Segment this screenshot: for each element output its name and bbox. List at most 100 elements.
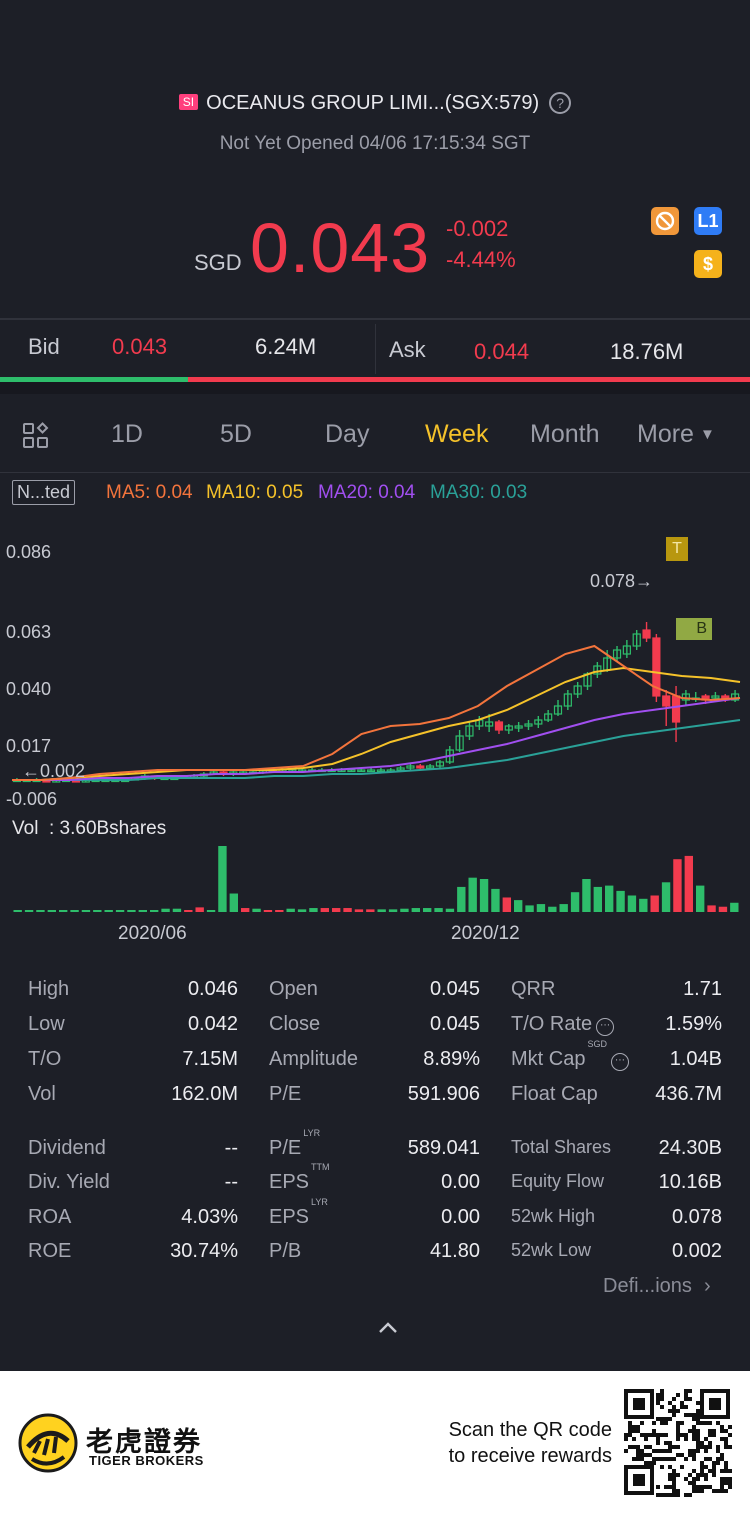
ma30-line	[12, 719, 741, 781]
qr-module	[700, 1485, 704, 1489]
qr-module	[696, 1473, 700, 1477]
volume-bar	[627, 895, 637, 912]
stat-value: 4.03%	[181, 1206, 238, 1228]
qr-module	[648, 1453, 652, 1457]
stat-label: Dividend	[28, 1137, 106, 1160]
qr-module	[668, 1465, 672, 1469]
tab-week[interactable]: Week	[425, 420, 489, 448]
tab-more-label: More	[637, 420, 694, 448]
level1-badge[interactable]: L1	[694, 207, 722, 235]
qr-module	[696, 1413, 700, 1417]
flag-b[interactable]: B	[676, 618, 712, 640]
qr-module	[696, 1441, 700, 1445]
tab-1d[interactable]: 1D	[111, 420, 143, 448]
qr-module	[672, 1485, 676, 1489]
qr-module	[728, 1477, 732, 1481]
stat-label-text: Amplitude	[269, 1048, 358, 1070]
qr-module	[680, 1453, 684, 1457]
stat-label-text: EPS	[269, 1171, 310, 1193]
candle	[642, 629, 651, 639]
stat-label: EPSTTM	[269, 1162, 330, 1194]
qr-finder	[624, 1465, 654, 1495]
volume-chart[interactable]	[0, 840, 750, 915]
qr-module	[696, 1489, 700, 1493]
qr-module	[684, 1493, 688, 1497]
qr-module	[636, 1425, 640, 1429]
stat-label-text: Mkt Cap	[511, 1048, 586, 1070]
question-circle-icon[interactable]: ?	[549, 92, 572, 114]
info-circle-icon[interactable]: ⋯	[610, 1053, 629, 1071]
volume-bar	[81, 910, 91, 912]
volume-bar	[457, 886, 466, 912]
tab-month[interactable]: Month	[530, 420, 600, 448]
stat-label-text: Low	[28, 1013, 65, 1035]
volume-bar	[115, 910, 125, 912]
x-tick: 2020/06	[118, 923, 187, 944]
arrow-right-icon: →	[635, 571, 654, 591]
qr-module	[664, 1449, 668, 1453]
qr-module	[660, 1457, 664, 1461]
stat-label-text: P/E	[269, 1083, 302, 1105]
qr-module	[656, 1417, 660, 1421]
stat-label: Low	[28, 1013, 65, 1036]
qr-module	[708, 1445, 712, 1449]
qr-module	[676, 1473, 680, 1477]
volume-bar	[332, 908, 341, 912]
divider	[0, 318, 750, 320]
qr-module	[704, 1477, 708, 1481]
volume-bar	[104, 910, 113, 912]
info-circle-icon[interactable]: ⋯	[596, 1018, 615, 1036]
volume-bar	[388, 909, 398, 912]
low-marker-value: 0.002	[40, 761, 86, 781]
stock-title[interactable]: SI OCEANUS GROUP LIMI...(SGX:579)?	[0, 92, 750, 115]
candlestick-chart[interactable]	[0, 530, 750, 820]
candle	[593, 665, 602, 675]
tab-5d[interactable]: 5D	[220, 420, 252, 448]
stat-label-text: ROA	[28, 1206, 72, 1228]
qr-module	[700, 1465, 704, 1469]
qr-module	[708, 1441, 712, 1445]
qr-module	[664, 1421, 668, 1425]
chevron-up-icon[interactable]	[377, 1320, 399, 1341]
qr-module	[692, 1457, 696, 1461]
bid-label: Bid	[28, 334, 60, 359]
volume-bar	[514, 900, 523, 912]
candle	[622, 645, 631, 655]
qr-module	[652, 1429, 656, 1433]
candle	[426, 765, 435, 769]
volume-bar	[684, 855, 693, 912]
volume-bar	[650, 895, 659, 912]
qr-module	[628, 1445, 632, 1449]
qr-module	[700, 1445, 704, 1449]
qr-module	[628, 1421, 632, 1425]
flag-t[interactable]: T	[666, 537, 688, 561]
tab-more[interactable]: More ▼	[637, 420, 715, 449]
qr-module	[664, 1485, 668, 1489]
definitions-label: Defi...ions	[603, 1275, 692, 1297]
qr-module	[712, 1461, 716, 1465]
stat-label: Total Shares	[511, 1137, 611, 1158]
qr-module	[708, 1469, 712, 1473]
stat-value: 8.89%	[423, 1048, 480, 1070]
tab-day[interactable]: Day	[325, 420, 370, 448]
qr-module	[660, 1397, 664, 1401]
qr-module	[680, 1421, 684, 1425]
qr-code-icon[interactable]	[624, 1389, 732, 1497]
qr-module	[708, 1421, 712, 1425]
qr-module	[656, 1393, 660, 1397]
qr-module	[684, 1405, 688, 1409]
adjust-button[interactable]: N...ted	[12, 480, 76, 505]
volume-bar	[570, 892, 580, 912]
candle	[416, 765, 425, 769]
stat-label: EPSLYR	[269, 1197, 328, 1229]
qr-module	[692, 1413, 696, 1417]
volume-bar	[263, 910, 273, 912]
no-short-icon[interactable]	[651, 207, 679, 235]
grid-icon[interactable]	[22, 422, 50, 455]
qr-module	[684, 1437, 688, 1441]
qr-module	[672, 1409, 676, 1413]
definitions-link[interactable]: Defi...ions ›	[603, 1275, 711, 1298]
qr-module	[696, 1485, 700, 1489]
dollar-badge[interactable]: $	[694, 250, 722, 278]
